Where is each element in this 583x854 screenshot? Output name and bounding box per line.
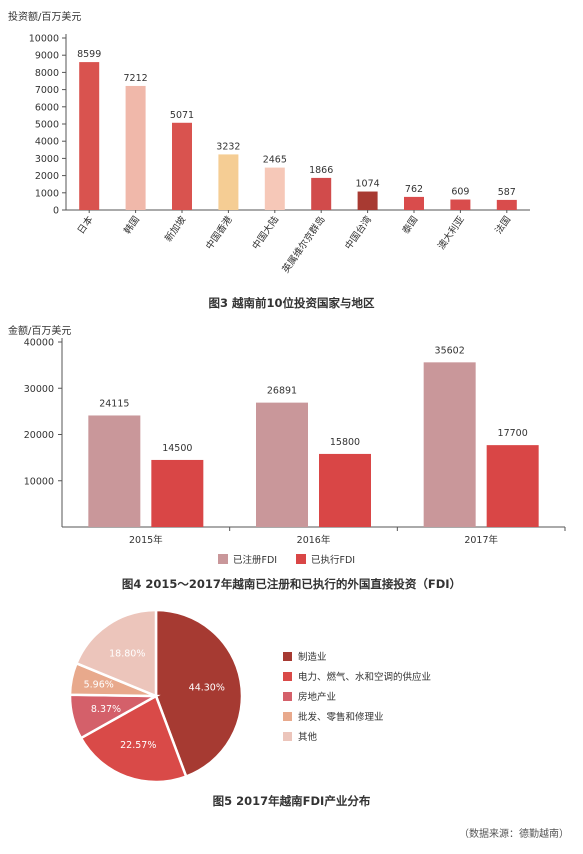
bar-value-label: 15800 <box>330 437 360 448</box>
y-tick-label: 6000 <box>35 102 59 113</box>
y-tick-label: 1000 <box>35 188 59 199</box>
legend-label-2: 电力、燃气、水和空调的供应业 <box>298 671 431 683</box>
x-tick-label: 2016年 <box>297 534 331 546</box>
y-tick-label: 40000 <box>24 338 54 349</box>
bar-value-label: 26891 <box>267 386 297 397</box>
legend-swatch-2 <box>296 554 306 564</box>
x-tick-label: 中国大陆 <box>250 213 282 251</box>
y-tick-label: 10000 <box>24 476 54 487</box>
y-axis-title: 金额/百万美元 <box>8 324 71 337</box>
bar-value-label: 14500 <box>162 443 192 454</box>
bar-value-label: 2465 <box>263 155 287 166</box>
legend-label-1: 制造业 <box>298 651 327 663</box>
pie-slice-label: 22.57% <box>120 740 156 751</box>
y-tick-label: 5000 <box>35 120 59 131</box>
pie-slice-label: 44.30% <box>189 682 225 693</box>
x-tick-label: 英属维尔京群岛 <box>280 214 328 275</box>
bar-value-label: 17700 <box>498 428 528 439</box>
bar-7 <box>357 191 378 210</box>
bar-8 <box>404 196 424 210</box>
legend-label-1: 已注册FDI <box>233 554 277 566</box>
y-tick-label: 9000 <box>35 51 59 62</box>
legend-label-5: 其他 <box>298 731 318 743</box>
bar-value-label: 1866 <box>309 165 333 176</box>
pie-slice-2 <box>79 694 188 784</box>
legend-swatch-4 <box>283 712 292 721</box>
pie-slice-label: 18.80% <box>109 649 145 660</box>
bar-2017年-series-2 <box>486 445 539 527</box>
x-tick-label: 2017年 <box>464 534 498 546</box>
x-tick-label: 泰国 <box>400 214 421 236</box>
legend-swatch-2 <box>283 672 292 681</box>
bar-value-label: 1074 <box>356 179 380 190</box>
figure3-caption: 图3 越南前10位投资国家与地区 <box>208 296 375 310</box>
y-tick-label: 2000 <box>35 171 59 182</box>
bar-value-label: 5071 <box>170 110 194 121</box>
top10-investors-bar-chart: 投资额/百万美元 0 1000 2000 3000 4000 5000 6000 7000 800… <box>8 10 530 275</box>
y-tick-label: 10000 <box>29 34 59 45</box>
bar-2015年-series-1 <box>88 415 141 527</box>
figure4-caption: 图4 2015～2017年越南已注册和已执行的外国直接投资（FDI） <box>121 577 462 591</box>
bar-value-label: 609 <box>451 187 469 198</box>
bar-value-label: 3232 <box>216 141 240 152</box>
pie-slice-label: 5.96% <box>84 680 114 691</box>
bar-4 <box>218 154 239 210</box>
bar-2016年-series-1 <box>256 402 308 527</box>
x-tick-label: 中国台湾 <box>342 213 374 251</box>
y-axis-title: 投资额/百万美元 <box>8 10 81 23</box>
y-tick-label: 30000 <box>24 384 54 395</box>
x-tick-label: 法国 <box>493 214 514 236</box>
figure5-caption: 图5 2017年越南FDI产业分布 <box>212 794 371 808</box>
pie-slice-5 <box>74 608 158 698</box>
fdi-grouped-bar-chart: 金额/百万美元 10000 20000 30000 40000 24115 14500 201… <box>8 324 566 566</box>
bar-2 <box>125 85 146 210</box>
bar-value-label: 8599 <box>77 49 101 60</box>
fdi-industry-pie-chart: 44.30% 22.57% 8.37% 5.96% 18.80% 制造业电力、燃气、水和空… <box>68 608 431 784</box>
legend-label-4: 批发、零售和修理业 <box>298 711 384 723</box>
legend-swatch-3 <box>283 692 292 701</box>
y-tick-label: 7000 <box>35 85 59 96</box>
legend-label-3: 房地产业 <box>298 691 336 703</box>
x-tick-label: 2015年 <box>129 534 163 546</box>
legend-label-2: 已执行FDI <box>311 554 355 566</box>
x-tick-label: 中国香港 <box>203 213 235 251</box>
y-tick-label: 8000 <box>35 68 59 79</box>
bar-value-label: 35602 <box>435 345 465 356</box>
y-tick-label: 3000 <box>35 154 59 165</box>
bar-value-label: 762 <box>405 184 423 195</box>
pie-slice-1 <box>154 608 244 779</box>
bar-1 <box>79 62 100 210</box>
y-tick-label: 0 <box>53 206 59 217</box>
legend-swatch-1 <box>283 652 292 661</box>
bar-value-label: 587 <box>498 187 516 198</box>
x-tick-label: 韩国 <box>121 214 142 236</box>
bar-10 <box>496 199 517 210</box>
y-tick-label: 20000 <box>24 430 54 441</box>
x-tick-label: 日本 <box>75 213 96 236</box>
legend-swatch-1 <box>218 554 228 564</box>
y-tick-label: 4000 <box>35 137 59 148</box>
bar-2016年-series-2 <box>319 453 371 527</box>
bar-2015年-series-2 <box>151 459 204 527</box>
bar-2017年-series-1 <box>423 362 476 527</box>
bar-3 <box>172 122 192 210</box>
bar-9 <box>450 199 471 210</box>
bar-6 <box>311 177 332 210</box>
x-tick-label: 新加坡 <box>162 213 188 244</box>
bar-5 <box>264 167 285 210</box>
bar-value-label: 7212 <box>124 73 148 84</box>
bar-value-label: 24115 <box>99 398 129 409</box>
x-tick-label: 澳大利亚 <box>435 213 467 251</box>
data-source-note: （数据来源：德勤越南） <box>459 829 569 840</box>
pie-slice-label: 8.37% <box>91 704 121 715</box>
legend-swatch-5 <box>283 732 292 741</box>
